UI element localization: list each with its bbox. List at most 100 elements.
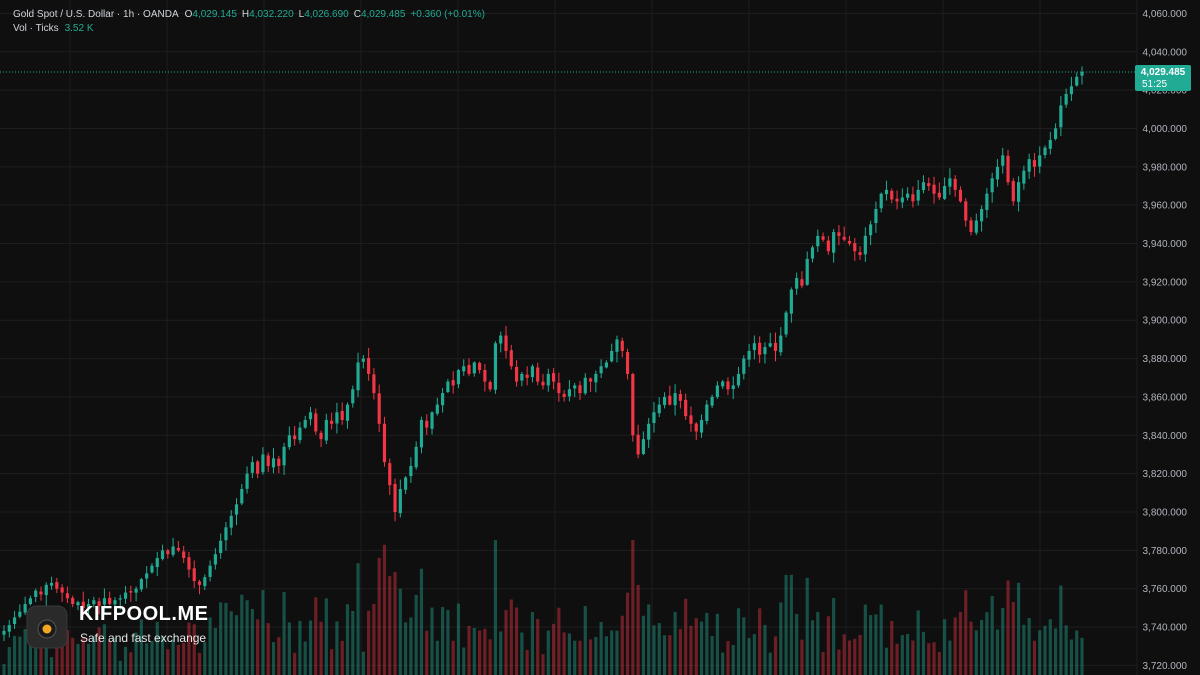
volume-bar	[176, 644, 180, 675]
volume-bar	[1038, 630, 1042, 675]
candle-body	[573, 385, 577, 389]
candle-body	[28, 598, 33, 605]
candle-body	[557, 382, 561, 394]
volume-bar	[60, 643, 64, 675]
candle-body	[689, 415, 693, 424]
volume-bar	[509, 599, 513, 675]
candle-body	[768, 343, 772, 347]
candle-body	[145, 573, 149, 579]
volume-bar	[789, 574, 793, 675]
volume-bar	[921, 631, 926, 675]
volume-bar	[145, 643, 149, 675]
candle-body	[388, 463, 392, 486]
volume-bar	[768, 652, 772, 675]
candle-body	[335, 412, 339, 424]
candle-body	[49, 582, 54, 586]
candle-body	[451, 380, 455, 386]
volume-bar	[673, 611, 677, 675]
candle-body	[65, 593, 69, 599]
price-tick-label: 3,920.000	[1143, 277, 1188, 288]
volume-label[interactable]: Vol · Ticks	[13, 23, 59, 34]
volume-bar	[139, 619, 143, 675]
volume-bar	[451, 640, 455, 675]
volume-bar	[625, 592, 630, 675]
volume-bar	[287, 622, 291, 675]
symbol-title[interactable]: Gold Spot / U.S. Dollar · 1h · OANDA	[13, 9, 179, 20]
candle-body	[599, 366, 603, 374]
candle-body	[726, 381, 730, 390]
volume-bar	[821, 652, 825, 675]
candle-body	[287, 435, 291, 448]
volume-bar	[171, 638, 175, 675]
candle-body	[657, 404, 661, 414]
candle-body	[1048, 139, 1052, 149]
volume-bar	[837, 649, 841, 675]
candle-body	[985, 193, 989, 210]
volume-bar	[953, 617, 957, 675]
price-tick-label: 3,980.000	[1143, 162, 1188, 173]
volume-bar	[900, 635, 904, 675]
volume-bar	[557, 607, 561, 675]
volume-bar	[441, 606, 445, 675]
candle-body	[647, 423, 651, 440]
candle-body	[594, 373, 598, 383]
volume-bar	[668, 635, 672, 675]
candle-body	[509, 350, 513, 367]
volume-bar	[530, 612, 535, 675]
candle-body	[588, 378, 593, 382]
price-axis[interactable]: 4,060.000 4,040.000 4,020.000 4,000.000 3,98…	[1143, 9, 1188, 672]
volume-bar	[853, 638, 857, 675]
candle-body	[832, 232, 836, 253]
candle-body	[234, 504, 239, 515]
high-label: H	[241, 9, 250, 20]
candle-body	[108, 597, 112, 605]
candle-body	[705, 404, 709, 421]
candle-body	[430, 412, 434, 429]
volume-bar	[731, 644, 735, 675]
candle-body	[208, 565, 212, 577]
candle-body	[39, 591, 43, 595]
candle-body	[203, 577, 207, 587]
volume-bar	[784, 575, 788, 675]
candle-body	[478, 362, 482, 371]
candle-body	[953, 178, 957, 190]
open-label: O	[184, 9, 193, 20]
candle-body	[636, 434, 640, 455]
last-price-tag: 4,029.485 51:25	[1135, 64, 1191, 91]
volume-bar	[662, 635, 667, 675]
candle-body	[7, 625, 11, 632]
volume-bar	[726, 641, 730, 675]
price-tick-label: 3,940.000	[1143, 239, 1188, 250]
candle-body	[1038, 155, 1042, 167]
volume-bar	[393, 571, 397, 675]
volume-bar	[456, 603, 461, 675]
volume-bar	[604, 636, 608, 675]
volume-bar	[319, 621, 323, 675]
candle-body	[884, 189, 889, 195]
chart-legend: Gold Spot / U.S. Dollar · 1h · OANDA O 4,…	[13, 8, 490, 36]
bar-countdown-label: 51:25	[1142, 79, 1167, 90]
candle-body	[800, 279, 804, 286]
change-value: +0.360 (+0.01%)	[410, 9, 485, 20]
volume-bar	[39, 638, 43, 675]
candle-body	[747, 350, 751, 360]
volume-bar	[97, 627, 101, 675]
volume-bar	[699, 621, 704, 675]
price-tick-label: 4,060.000	[1143, 9, 1188, 20]
volume-bar	[425, 630, 429, 675]
candle-body	[604, 362, 608, 368]
volume-histogram	[2, 540, 1084, 675]
volume-bar	[684, 598, 688, 675]
open-value: 4,029.145	[192, 9, 237, 20]
volume-bar	[208, 617, 212, 675]
volume-bar	[430, 607, 434, 675]
last-price-tag-box	[1135, 64, 1191, 91]
candle-body	[12, 617, 17, 625]
volume-bar	[678, 629, 682, 675]
volume-bar	[219, 602, 223, 675]
volume-bar	[937, 651, 941, 675]
volume-bar	[879, 604, 883, 675]
candle-body	[330, 420, 334, 424]
volume-bar	[23, 628, 27, 675]
